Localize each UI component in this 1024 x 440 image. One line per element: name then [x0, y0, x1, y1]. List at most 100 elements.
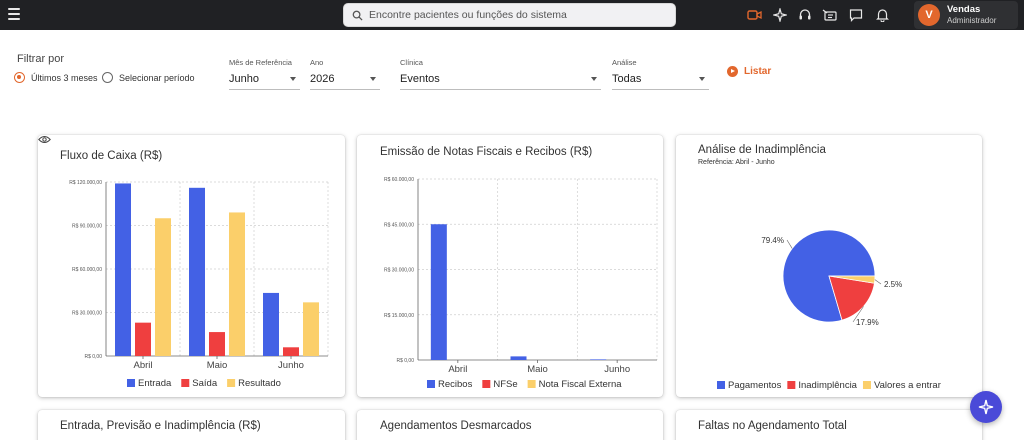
eye-icon[interactable] — [38, 135, 51, 144]
bar-resultado — [229, 212, 245, 356]
legend-swatch — [427, 380, 435, 388]
default-card: Análise de Inadimplência Referência: Abr… — [676, 135, 982, 397]
search-box[interactable] — [343, 3, 676, 27]
pie-leader-line — [874, 279, 882, 285]
y-tick-label: R$ 15.000,00 — [384, 313, 414, 319]
bar-saída — [135, 322, 151, 356]
absences-card: Faltas no Agendamento Total — [676, 410, 982, 440]
x-tick-label: Maio — [207, 360, 228, 371]
pie-data-label: 79.4% — [761, 236, 784, 245]
bar-entrada — [263, 292, 279, 356]
card-title: Agendamentos Desmarcados — [380, 420, 532, 432]
radio-label: Últimos 3 meses — [31, 72, 98, 83]
cashflow-chart: R$ 0,00 R$ 30.000,00 R$ 60.000,00 R$ 90.000… — [69, 180, 329, 389]
caret-down-icon — [699, 77, 705, 81]
legend-label: Valores a entrar — [874, 380, 941, 391]
menu-icon[interactable] — [8, 8, 20, 20]
legend-label: Resultado — [238, 378, 281, 389]
card-subtitle: Referência: Abril - Junho — [698, 159, 775, 166]
month-select[interactable]: Mês de Referência Junho — [229, 58, 300, 90]
play-icon — [727, 66, 738, 77]
x-tick-label: Abril — [133, 360, 152, 371]
year-select[interactable]: Ano 2026 — [310, 58, 380, 90]
legend-swatch — [227, 379, 236, 387]
user-name: Vendas — [947, 4, 981, 15]
analysis-select[interactable]: Análise Todas — [612, 58, 709, 90]
card-title: Fluxo de Caixa (R$) — [60, 150, 163, 162]
card-title: Faltas no Agendamento Total — [698, 420, 847, 432]
assistant-button[interactable] — [970, 391, 1002, 423]
top-bar: V Vendas Administrador — [0, 0, 1024, 30]
clinic-select-label: Clínica — [400, 58, 423, 67]
radio-select-period[interactable]: Selecionar período — [102, 72, 195, 83]
chat-icon[interactable] — [848, 7, 864, 23]
y-tick-label: R$ 0,00 — [84, 354, 102, 360]
year-select-value: 2026 — [310, 73, 335, 85]
bar-entrada — [115, 183, 131, 356]
y-tick-label: R$ 30.000,00 — [384, 268, 414, 274]
headset-icon[interactable] — [797, 7, 813, 23]
legend-label: Saída — [192, 378, 218, 389]
legend-label: NFSe — [493, 379, 517, 390]
radio-label: Selecionar período — [119, 72, 195, 83]
bar-recibos — [430, 224, 447, 360]
pie-leader-line — [852, 306, 864, 323]
search-input[interactable] — [369, 9, 659, 21]
clinic-select-value: Eventos — [400, 73, 440, 85]
x-tick-label: Junho — [278, 360, 304, 371]
month-select-label: Mês de Referência — [229, 58, 292, 67]
caret-down-icon — [290, 77, 296, 81]
user-menu[interactable]: V Vendas Administrador — [914, 1, 1018, 29]
video-icon[interactable] — [746, 7, 762, 23]
y-tick-label: R$ 90.000,00 — [72, 224, 102, 230]
y-tick-label: R$ 120.000,00 — [69, 180, 102, 186]
invoices-card: Emissão de Notas Fiscais e Recibos (R$) … — [357, 135, 663, 397]
legend-swatch — [717, 381, 725, 389]
pie-slice-valores-a-entrar — [828, 275, 876, 284]
analysis-select-label: Análise — [612, 58, 637, 67]
card-title: Análise de Inadimplência — [698, 144, 826, 156]
x-tick-label: Junho — [604, 364, 630, 375]
legend-swatch — [787, 381, 796, 389]
y-tick-label: R$ 60.000,00 — [384, 177, 414, 183]
card-title: Entrada, Previsão e Inadimplência (R$) — [60, 420, 261, 432]
legend-swatch — [127, 379, 135, 387]
sparkle-icon[interactable] — [772, 7, 788, 23]
analysis-select-value: Todas — [612, 73, 642, 85]
bar-resultado — [303, 302, 319, 356]
y-tick-label: R$ 60.000,00 — [72, 267, 102, 273]
bar-recibos — [590, 359, 607, 360]
bar-resultado — [155, 218, 171, 356]
x-tick-label: Abril — [448, 364, 467, 375]
list-button[interactable]: Listar — [727, 66, 771, 77]
cashflow-card: Fluxo de Caixa (R$) R$ 0,00 R$ 30.000,00 R… — [38, 135, 345, 397]
card-title: Emissão de Notas Fiscais e Recibos (R$) — [380, 146, 593, 158]
filter-title: Filtrar por — [17, 53, 65, 65]
legend-label: Recibos — [438, 379, 473, 390]
pie-leader-line — [786, 239, 793, 249]
radio-selected-icon — [14, 72, 25, 83]
legend-swatch — [181, 379, 190, 387]
year-select-label: Ano — [310, 58, 324, 67]
radio-last-3-months[interactable]: Últimos 3 meses — [14, 72, 98, 83]
y-tick-label: R$ 0,00 — [396, 358, 414, 364]
clinic-select[interactable]: Clínica Eventos — [400, 58, 601, 90]
user-role: Administrador — [947, 16, 997, 25]
search-icon — [352, 10, 363, 21]
legend-label: Inadimplência — [798, 380, 857, 391]
announcement-icon[interactable] — [822, 7, 838, 23]
invoices-chart: R$ 0,00 R$ 15.000,00 R$ 30.000,00 R$ 45.000… — [384, 177, 658, 390]
radio-unselected-icon — [102, 72, 113, 83]
bar-entrada — [189, 187, 205, 356]
y-tick-label: R$ 30.000,00 — [72, 311, 102, 317]
legend-swatch — [862, 381, 871, 389]
legend-swatch — [527, 380, 536, 388]
bar-saída — [283, 347, 299, 356]
forecast-card: Entrada, Previsão e Inadimplência (R$) — [38, 410, 345, 440]
legend-swatch — [482, 380, 491, 388]
cancelled-card: Agendamentos Desmarcados — [357, 410, 663, 440]
legend-label: Nota Fiscal Externa — [539, 379, 623, 390]
list-button-label: Listar — [744, 66, 772, 77]
pie-data-label: 17.9% — [856, 318, 879, 327]
bell-icon[interactable] — [874, 7, 890, 23]
